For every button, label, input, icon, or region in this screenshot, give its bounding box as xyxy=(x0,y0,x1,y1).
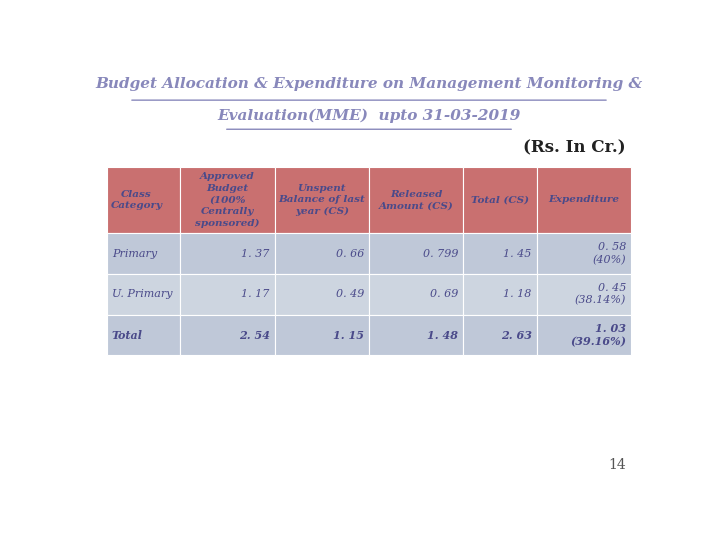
FancyBboxPatch shape xyxy=(369,233,464,274)
FancyBboxPatch shape xyxy=(369,274,464,315)
FancyBboxPatch shape xyxy=(537,274,631,315)
Text: Approved
Budget
(100%
Centrally
sponsored): Approved Budget (100% Centrally sponsore… xyxy=(195,172,260,228)
FancyBboxPatch shape xyxy=(107,233,180,274)
Text: 0. 49: 0. 49 xyxy=(336,289,364,299)
Text: Total: Total xyxy=(112,329,143,341)
Text: 2. 63: 2. 63 xyxy=(501,329,532,341)
Text: 1. 18: 1. 18 xyxy=(503,289,532,299)
Text: 0. 58
(40%): 0. 58 (40%) xyxy=(593,242,626,265)
FancyBboxPatch shape xyxy=(537,315,631,355)
Text: Released
Amount (CS): Released Amount (CS) xyxy=(379,190,454,211)
FancyBboxPatch shape xyxy=(369,315,464,355)
Text: 14: 14 xyxy=(608,458,626,472)
Text: 1. 17: 1. 17 xyxy=(241,289,269,299)
FancyBboxPatch shape xyxy=(107,167,180,233)
FancyBboxPatch shape xyxy=(107,274,180,315)
Text: Unspent
Balance of last
year (CS): Unspent Balance of last year (CS) xyxy=(279,184,365,217)
FancyBboxPatch shape xyxy=(274,315,369,355)
FancyBboxPatch shape xyxy=(107,315,180,355)
Text: 1. 45: 1. 45 xyxy=(503,248,532,259)
FancyBboxPatch shape xyxy=(464,315,537,355)
Text: Class
Category: Class Category xyxy=(111,190,163,211)
Text: 1. 37: 1. 37 xyxy=(241,248,269,259)
Text: 0. 66: 0. 66 xyxy=(336,248,364,259)
FancyBboxPatch shape xyxy=(180,274,274,315)
Text: Primary: Primary xyxy=(112,248,157,259)
FancyBboxPatch shape xyxy=(274,274,369,315)
Text: Total (CS): Total (CS) xyxy=(471,195,529,205)
Text: 1. 03
(39.16%): 1. 03 (39.16%) xyxy=(570,323,626,347)
FancyBboxPatch shape xyxy=(274,233,369,274)
FancyBboxPatch shape xyxy=(180,233,274,274)
Text: U. Primary: U. Primary xyxy=(112,289,172,299)
FancyBboxPatch shape xyxy=(180,315,274,355)
Text: Expenditure: Expenditure xyxy=(549,195,619,205)
Text: 0. 69: 0. 69 xyxy=(430,289,459,299)
FancyBboxPatch shape xyxy=(464,233,537,274)
FancyBboxPatch shape xyxy=(274,167,369,233)
FancyBboxPatch shape xyxy=(369,167,464,233)
Text: 0. 45
(38.14%): 0. 45 (38.14%) xyxy=(575,283,626,306)
FancyBboxPatch shape xyxy=(464,167,537,233)
FancyBboxPatch shape xyxy=(537,233,631,274)
Text: 1. 15: 1. 15 xyxy=(333,329,364,341)
Text: 2. 54: 2. 54 xyxy=(238,329,269,341)
Text: Budget Allocation & Expenditure on Management Monitoring &: Budget Allocation & Expenditure on Manag… xyxy=(95,77,643,91)
Text: (Rs. In Cr.): (Rs. In Cr.) xyxy=(523,140,626,157)
FancyBboxPatch shape xyxy=(537,167,631,233)
Text: Evaluation(MME)  upto 31-03-2019: Evaluation(MME) upto 31-03-2019 xyxy=(217,109,521,123)
Text: 1. 48: 1. 48 xyxy=(428,329,459,341)
Text: 0. 799: 0. 799 xyxy=(423,248,459,259)
FancyBboxPatch shape xyxy=(464,274,537,315)
FancyBboxPatch shape xyxy=(180,167,274,233)
